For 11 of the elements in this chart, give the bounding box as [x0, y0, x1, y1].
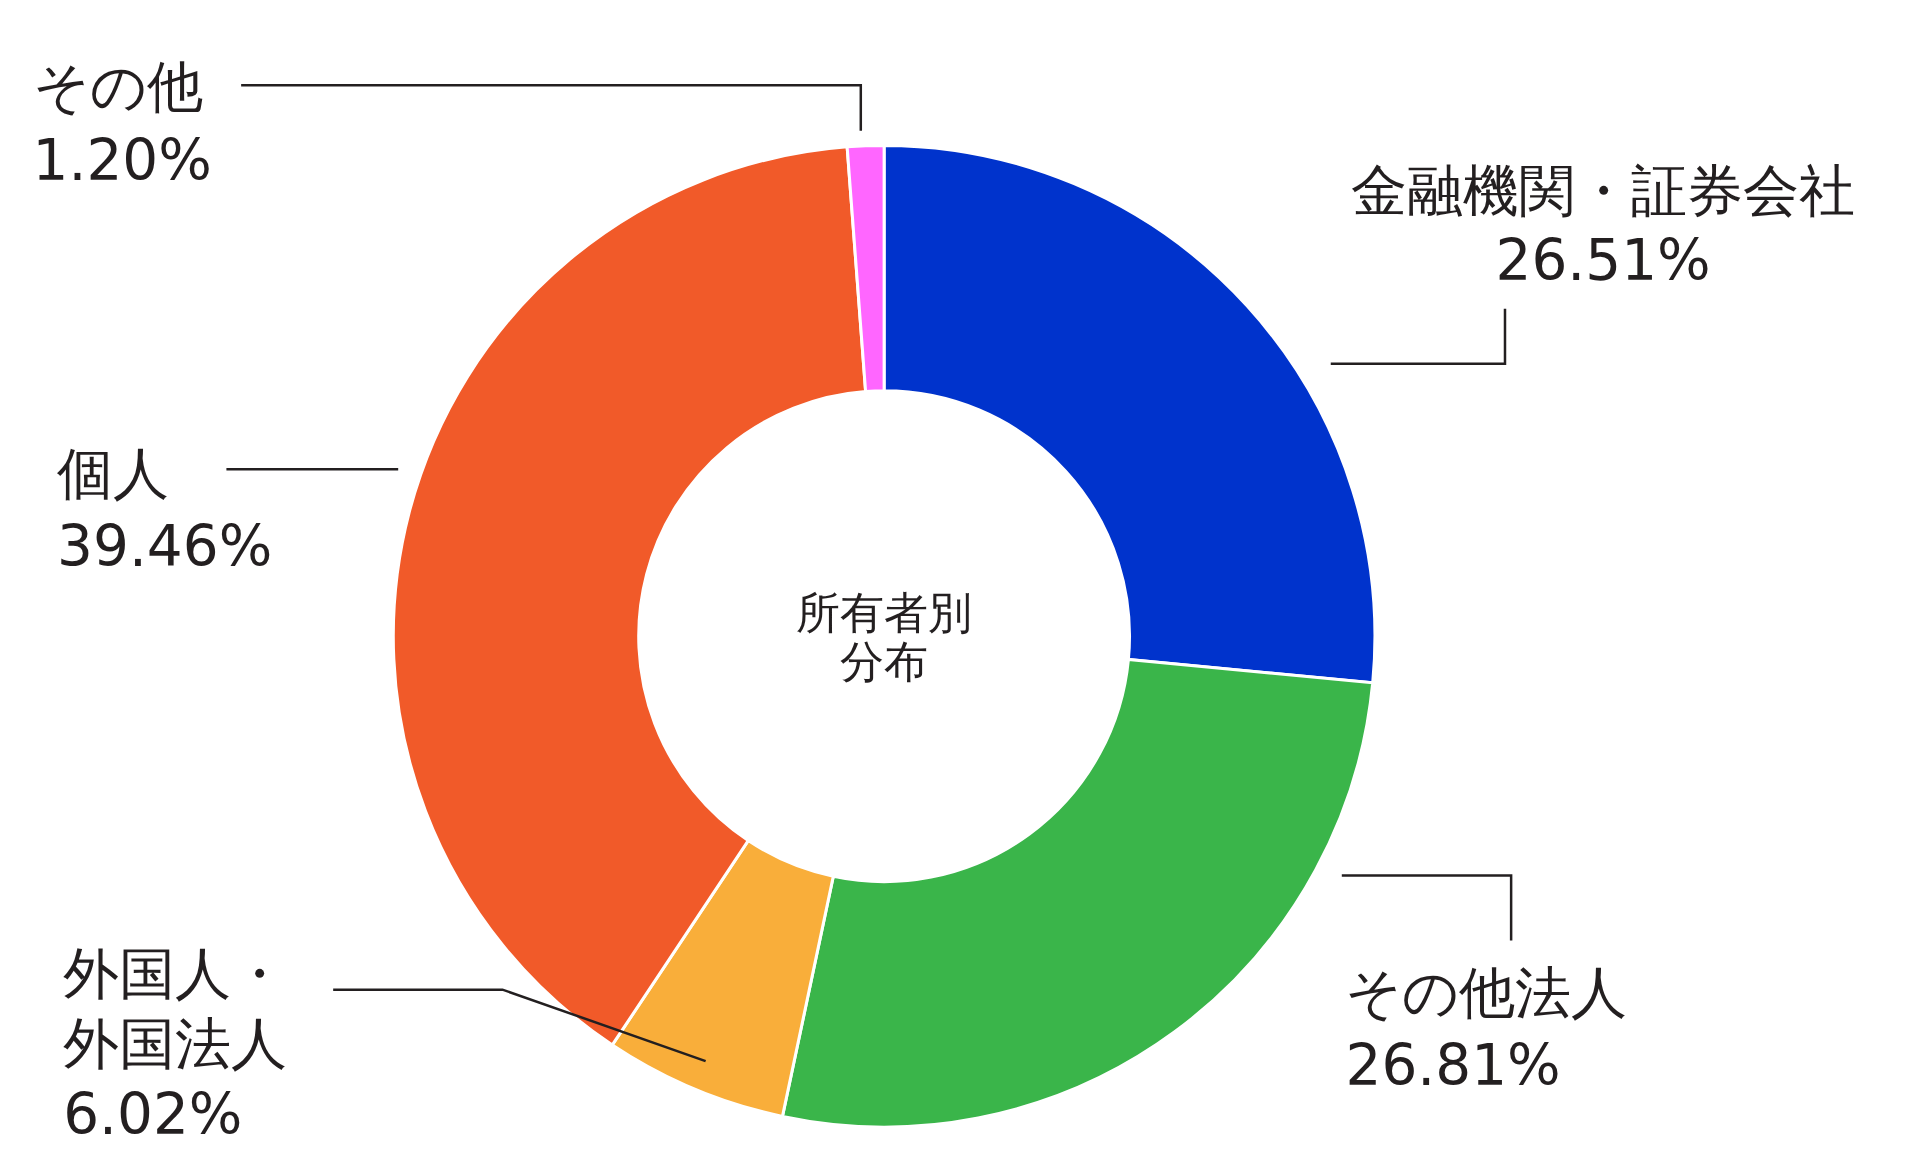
slice-label: 金融機関・証券会社 — [1351, 158, 1856, 224]
slice-label: その他法人 — [1345, 959, 1628, 1025]
slice-label: 外国人・外国法人 — [63, 941, 288, 1077]
data-label: 1.20% — [32, 127, 212, 193]
text: 所有者別分布 — [796, 586, 973, 687]
slice-label: 個人 — [57, 440, 170, 506]
slice-label: その他 — [32, 54, 203, 120]
data-label: 26.51% — [1495, 228, 1711, 294]
data-label: 26.81% — [1345, 1033, 1561, 1099]
data-label: 39.46% — [57, 514, 273, 580]
data-label: 6.02% — [63, 1082, 243, 1148]
